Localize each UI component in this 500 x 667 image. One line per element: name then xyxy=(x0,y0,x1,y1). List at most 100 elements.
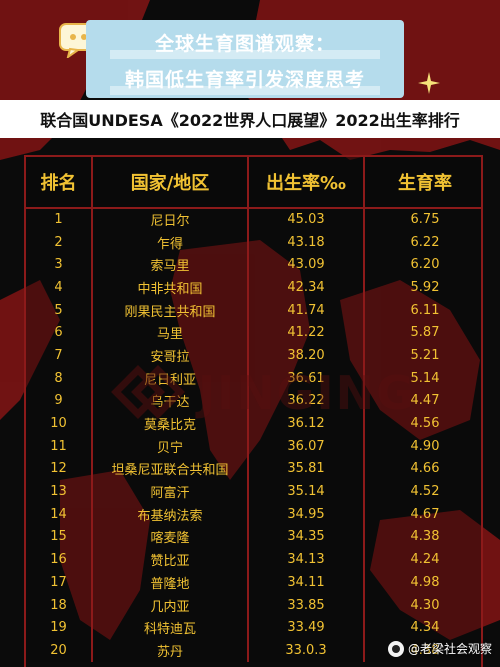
cell-fertility-rate: 4.47 xyxy=(364,389,481,413)
cell-fertility-rate: 5.14 xyxy=(364,366,481,390)
table-row: 17 普隆地 34.11 4.98 xyxy=(26,571,481,594)
sparkle-icon xyxy=(418,72,440,94)
cell-country: 布基纳法索 xyxy=(92,502,249,526)
table-row: 15 喀麦隆 34.35 4.38 xyxy=(26,525,481,549)
cell-fertility-rate: 5.87 xyxy=(364,321,481,345)
table-row: 11 贝宁 36.07 4.90 xyxy=(26,434,481,458)
table-row: 4 中非共和国 42.34 5.92 xyxy=(26,276,481,299)
title-line-2: 韩国低生育率引发深度思考 xyxy=(124,69,365,91)
cell-birth-rate: 33.85 xyxy=(248,593,365,617)
cell-birth-rate: 45.03 xyxy=(248,208,365,231)
cell-fertility-rate: 4.98 xyxy=(364,571,481,594)
cell-fertility-rate: 6.11 xyxy=(364,298,481,322)
cell-fertility-rate: 4.67 xyxy=(364,502,481,526)
cell-rank: 7 xyxy=(26,344,93,367)
header: 全球生育图谱观察： 韩国低生育率引发深度思考 xyxy=(0,0,500,100)
table-row: 3 索马里 43.09 6.20 xyxy=(26,253,481,277)
cell-country: 刚果民主共和国 xyxy=(92,298,249,322)
cell-country: 苏丹 xyxy=(92,639,249,662)
table-row: 6 马里 41.22 5.87 xyxy=(26,321,481,345)
cell-rank: 12 xyxy=(26,457,93,481)
table-row: 7 安哥拉 38.20 5.21 xyxy=(26,344,481,367)
table-body: 1 尼日尔 45.03 6.75 2 乍得 43.18 6.22 3 索马里 43.09 6.20 4 中… xyxy=(26,208,481,662)
cell-birth-rate: 35.14 xyxy=(248,480,365,503)
cell-birth-rate: 34.35 xyxy=(248,525,365,549)
table-row: 14 布基纳法索 34.95 4.67 xyxy=(26,502,481,526)
cell-fertility-rate: 4.24 xyxy=(364,548,481,571)
cell-rank: 15 xyxy=(26,525,93,549)
table-row: 5 刚果民主共和国 41.74 6.11 xyxy=(26,298,481,322)
subtitle-bar: 联合国UNDESA《2022世界人口展望》2022出生率排行 xyxy=(0,100,500,138)
cell-country: 坦桑尼亚联合共和国 xyxy=(92,457,249,481)
author-avatar-icon xyxy=(387,640,404,657)
cell-birth-rate: 34.13 xyxy=(248,548,365,571)
cell-country: 贝宁 xyxy=(92,434,249,458)
cell-rank: 17 xyxy=(26,571,93,594)
cell-birth-rate: 33.0.3 xyxy=(248,639,365,662)
cell-country: 几内亚 xyxy=(92,593,249,617)
table-row: 10 莫桑比克 36.12 4.56 xyxy=(26,412,481,435)
title-banner: 全球生育图谱观察： 韩国低生育率引发深度思考 xyxy=(86,20,404,98)
cell-rank: 13 xyxy=(26,480,93,503)
cell-rank: 1 xyxy=(26,208,93,231)
cell-rank: 18 xyxy=(26,593,93,617)
cell-country: 莫桑比克 xyxy=(92,412,249,435)
cell-birth-rate: 34.11 xyxy=(248,571,365,594)
table-row: 16 赞比亚 34.13 4.24 xyxy=(26,548,481,571)
cell-rank: 6 xyxy=(26,321,93,345)
cell-rank: 8 xyxy=(26,366,93,390)
cell-country: 普隆地 xyxy=(92,571,249,594)
header-fertility-rate: 生育率 xyxy=(364,157,481,209)
cell-country: 中非共和国 xyxy=(92,276,249,299)
cell-fertility-rate: 4.30 xyxy=(364,593,481,617)
cell-birth-rate: 41.74 xyxy=(248,298,365,322)
cell-rank: 20 xyxy=(26,639,93,662)
cell-fertility-rate: 4.52 xyxy=(364,480,481,503)
cell-country: 尼日尔 xyxy=(92,208,249,231)
title-line-1: 全球生育图谱观察： xyxy=(154,33,335,55)
cell-country: 喀麦隆 xyxy=(92,525,249,549)
cell-birth-rate: 42.34 xyxy=(248,276,365,299)
cell-birth-rate: 43.09 xyxy=(248,253,365,277)
cell-rank: 11 xyxy=(26,434,93,458)
cell-rank: 5 xyxy=(26,298,93,322)
cell-country: 索马里 xyxy=(92,253,249,277)
cell-fertility-rate: 4.90 xyxy=(364,434,481,458)
cell-rank: 4 xyxy=(26,276,93,299)
cell-country: 安哥拉 xyxy=(92,344,249,367)
cell-rank: 2 xyxy=(26,230,93,254)
cell-rank: 3 xyxy=(26,253,93,277)
table-row: 18 几内亚 33.85 4.30 xyxy=(26,593,481,617)
cell-country: 科特迪瓦 xyxy=(92,616,249,640)
cell-birth-rate: 35.81 xyxy=(248,457,365,481)
table-row: 1 尼日尔 45.03 6.75 xyxy=(26,208,481,231)
cell-fertility-rate: 5.21 xyxy=(364,344,481,367)
cell-rank: 19 xyxy=(26,616,93,640)
cell-fertility-rate: 6.22 xyxy=(364,230,481,254)
table-row: 12 坦桑尼亚联合共和国 35.81 4.66 xyxy=(26,457,481,481)
cell-country: 马里 xyxy=(92,321,249,345)
birth-rate-table: 排名 国家/地区 出生率‰ 生育率 1 尼日尔 45.03 6.75 2 乍得 43.18 6… xyxy=(24,155,483,667)
cell-rank: 10 xyxy=(26,412,93,435)
source-badge: @老梁社会观察 xyxy=(387,640,492,657)
cell-birth-rate: 36.12 xyxy=(248,412,365,435)
cell-birth-rate: 38.20 xyxy=(248,344,365,367)
cell-rank: 14 xyxy=(26,502,93,526)
table-header-row: 排名 国家/地区 出生率‰ 生育率 xyxy=(26,157,481,209)
table-row: 20 苏丹 33.0.3 4.38 xyxy=(26,639,481,662)
cell-fertility-rate: 5.92 xyxy=(364,276,481,299)
cell-birth-rate: 41.22 xyxy=(248,321,365,345)
header-country: 国家/地区 xyxy=(92,157,249,209)
cell-fertility-rate: 6.20 xyxy=(364,253,481,277)
cell-country: 阿富汗 xyxy=(92,480,249,503)
header-birth-rate: 出生率‰ xyxy=(248,157,365,209)
title-highlight xyxy=(110,86,380,95)
cell-fertility-rate: 4.66 xyxy=(364,457,481,481)
cell-country: 乍得 xyxy=(92,230,249,254)
cell-birth-rate: 34.95 xyxy=(248,502,365,526)
cell-birth-rate: 43.18 xyxy=(248,230,365,254)
cell-birth-rate: 33.49 xyxy=(248,616,365,640)
title-highlight xyxy=(110,50,380,59)
header-rank: 排名 xyxy=(26,157,93,209)
cell-birth-rate: 36.61 xyxy=(248,366,365,390)
